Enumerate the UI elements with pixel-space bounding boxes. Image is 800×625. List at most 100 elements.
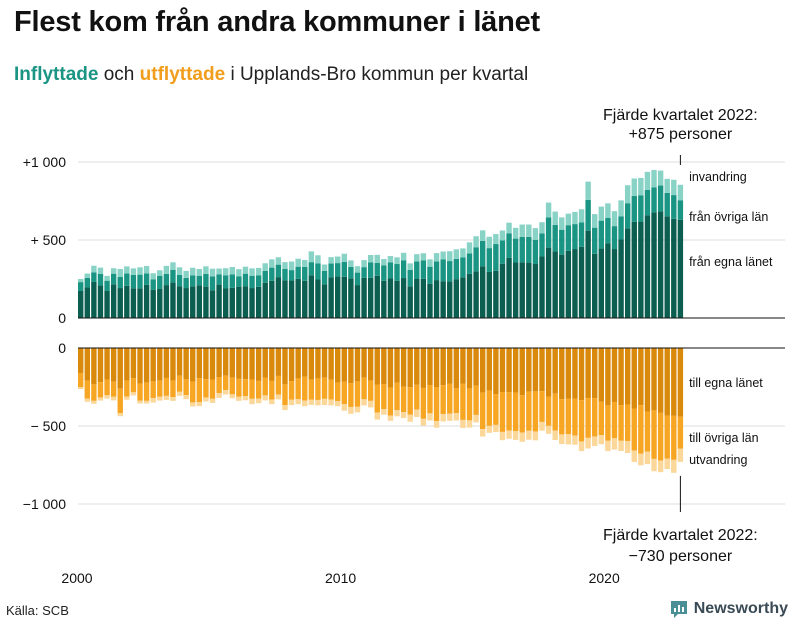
bar-out-egna-lanet xyxy=(578,348,585,401)
bar-in-invandring xyxy=(78,279,84,283)
bar-out-egna-lanet xyxy=(473,348,479,386)
annotation-bottom-line1: Fjärde kvartalet 2022: xyxy=(603,527,758,544)
bar-in-egna-lanet xyxy=(110,284,117,318)
bar-out-utvandring xyxy=(400,412,407,419)
bar-out-egna-lanet xyxy=(447,348,453,384)
bar-in-invandring xyxy=(222,268,229,276)
inflow-bars xyxy=(78,169,684,318)
bar-out-ovriga-lan xyxy=(440,385,446,415)
bar-in-ovriga-lan xyxy=(572,224,578,250)
bar-in-invandring xyxy=(433,253,440,262)
bar-out-utvandring xyxy=(262,395,268,401)
bar-out-ovriga-lan xyxy=(374,384,380,413)
bar-in-ovriga-lan xyxy=(493,244,499,271)
bar-out-utvandring xyxy=(361,399,367,406)
bar-out-utvandring xyxy=(598,435,605,445)
bar-out-ovriga-lan xyxy=(203,379,209,398)
bar-in-ovriga-lan xyxy=(295,266,301,279)
bar-in-ovriga-lan xyxy=(657,185,664,212)
bar-out-ovriga-lan xyxy=(414,384,420,410)
bar-in-ovriga-lan xyxy=(308,262,315,276)
bar-out-egna-lanet xyxy=(367,348,374,381)
bar-out-egna-lanet xyxy=(308,348,315,380)
bar-out-utvandring xyxy=(447,413,453,421)
bar-in-egna-lanet xyxy=(269,280,275,318)
bar-in-egna-lanet xyxy=(473,271,479,318)
bar-out-utvandring xyxy=(611,438,618,450)
bar-in-egna-lanet xyxy=(631,221,637,318)
bar-out-ovriga-lan xyxy=(611,401,618,439)
bar-out-egna-lanet xyxy=(176,348,183,376)
bar-out-ovriga-lan xyxy=(578,400,585,442)
bar-out-utvandring xyxy=(78,387,84,390)
y-tick-label-bottom: − 500 xyxy=(31,418,67,434)
labels: 0 + 500 +1 000 0 − 500 −1 000 2000 2010 2020 inva… xyxy=(23,107,773,586)
bar-out-utvandring xyxy=(677,448,684,462)
bar-out-ovriga-lan xyxy=(394,382,400,411)
bar-out-egna-lanet xyxy=(638,348,644,406)
bar-in-invandring xyxy=(176,267,183,275)
bar-out-utvandring xyxy=(302,400,308,407)
bar-out-utvandring xyxy=(196,401,203,407)
bar-in-invandring xyxy=(532,228,539,240)
bar-in-ovriga-lan xyxy=(222,275,229,289)
bar-out-utvandring xyxy=(275,394,282,400)
bar-out-utvandring xyxy=(236,396,242,401)
bar-in-egna-lanet xyxy=(236,286,242,318)
bar-out-ovriga-lan xyxy=(190,381,196,403)
bar-in-invandring xyxy=(526,224,532,237)
bar-in-invandring xyxy=(203,266,209,274)
bar-in-invandring xyxy=(466,242,473,254)
bar-out-ovriga-lan xyxy=(367,380,374,401)
bar-in-egna-lanet xyxy=(97,285,104,318)
bar-out-egna-lanet xyxy=(361,348,367,378)
bar-out-egna-lanet xyxy=(486,348,492,391)
bar-out-egna-lanet xyxy=(150,348,156,382)
bar-out-egna-lanet xyxy=(249,348,255,380)
bar-in-egna-lanet xyxy=(657,211,664,318)
bar-out-egna-lanet xyxy=(598,348,605,402)
bar-in-egna-lanet xyxy=(176,286,183,318)
bar-out-egna-lanet xyxy=(104,348,110,380)
bar-out-ovriga-lan xyxy=(499,391,506,432)
bar-in-invandring xyxy=(374,254,380,263)
bar-out-utvandring xyxy=(354,406,361,413)
bar-in-invandring xyxy=(163,265,170,274)
bar-out-utvandring xyxy=(618,440,624,451)
bar-in-ovriga-lan xyxy=(110,273,117,285)
bar-in-ovriga-lan xyxy=(631,195,637,222)
bar-out-egna-lanet xyxy=(143,348,150,383)
bar-in-invandring xyxy=(143,266,150,274)
bar-out-egna-lanet xyxy=(275,348,282,376)
bar-out-ovriga-lan xyxy=(150,381,156,399)
bar-out-egna-lanet xyxy=(499,348,506,392)
bar-out-ovriga-lan xyxy=(157,380,163,397)
bar-out-utvandring xyxy=(466,420,473,428)
bar-out-ovriga-lan xyxy=(506,392,512,431)
bar-in-invandring xyxy=(407,263,413,270)
bar-in-egna-lanet xyxy=(545,247,552,318)
bar-in-invandring xyxy=(552,211,558,225)
bar-in-invandring xyxy=(236,269,242,277)
bar-out-ovriga-lan xyxy=(671,415,677,460)
bar-out-egna-lanet xyxy=(190,348,196,382)
bar-out-utvandring xyxy=(374,412,380,420)
bar-out-ovriga-lan xyxy=(427,384,433,414)
brand[interactable]: Newsworthy xyxy=(669,599,788,619)
bar-out-egna-lanet xyxy=(255,348,262,381)
bar-in-ovriga-lan xyxy=(440,259,446,282)
bar-out-utvandring xyxy=(473,414,479,423)
bar-out-utvandring xyxy=(249,398,255,405)
bar-in-ovriga-lan xyxy=(236,276,242,287)
bar-in-egna-lanet xyxy=(526,262,532,318)
bar-in-ovriga-lan xyxy=(394,264,400,281)
bar-in-egna-lanet xyxy=(664,216,670,318)
bar-out-utvandring xyxy=(506,430,512,439)
bar-out-utvandring xyxy=(526,430,532,440)
bar-in-egna-lanet xyxy=(335,276,341,318)
bar-in-egna-lanet xyxy=(479,266,486,318)
bar-in-ovriga-lan xyxy=(262,270,268,283)
bar-out-utvandring xyxy=(624,440,631,453)
bar-out-ovriga-lan xyxy=(229,377,235,395)
